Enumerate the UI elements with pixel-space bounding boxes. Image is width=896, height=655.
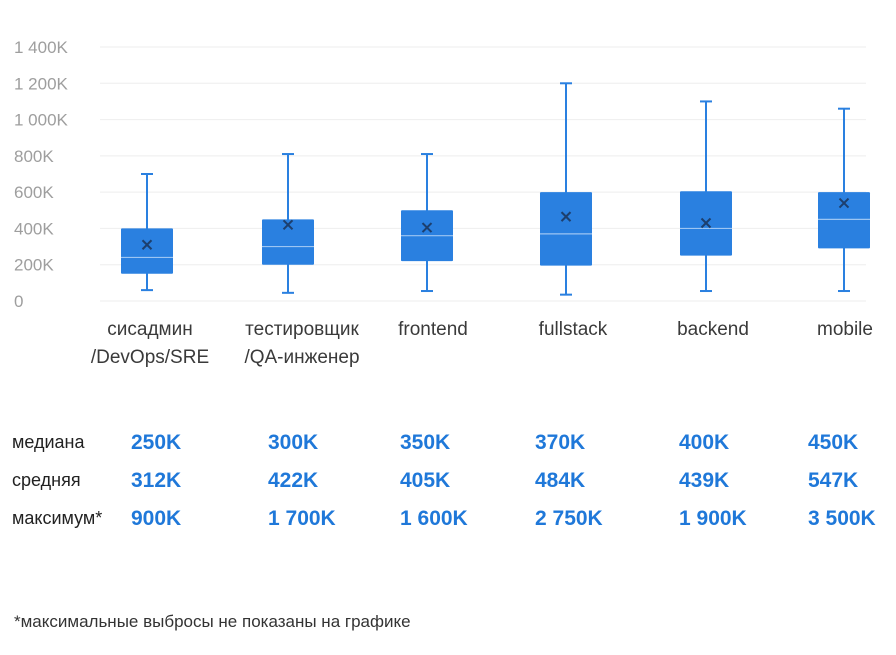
category-label-line: тестировщик (245, 319, 359, 340)
category-label-line: frontend (398, 319, 468, 340)
box-group (540, 82, 592, 296)
boxplot-chart: 0 200K 400K 600K 800K 1 000K 1 200K 1 400K сиса… (14, 38, 873, 368)
y-tick-label: 400K (14, 219, 54, 238)
box-group (262, 153, 314, 294)
category-label-line: /DevOps/SRE (91, 347, 209, 368)
mean-marker (421, 222, 433, 233)
box-group (818, 107, 870, 293)
mean-value: 422K (268, 469, 319, 492)
y-tick-label: 1 200K (14, 74, 69, 93)
box-series (121, 82, 870, 296)
y-tick-label: 200K (14, 256, 54, 275)
row-label-max: максимум* (12, 508, 103, 528)
y-tick-label: 600K (14, 183, 54, 202)
grid-lines (100, 46, 866, 302)
y-tick-label: 1 000K (14, 111, 69, 130)
iqr-box (540, 192, 592, 266)
median-value: 250K (131, 431, 182, 454)
mean-marker (700, 217, 712, 229)
mean-value: 547K (808, 469, 859, 492)
row-label-mean: средняя (12, 470, 81, 490)
iqr-box (818, 192, 870, 249)
max-value: 1 600K (400, 507, 468, 530)
footnote: *максимальные выбросы не показаны на гра… (14, 612, 411, 631)
median-value: 400K (679, 431, 730, 454)
box-group (401, 153, 453, 293)
max-value: 1 900K (679, 507, 747, 530)
y-axis-ticks: 0 200K 400K 600K 800K 1 000K 1 200K 1 400K (14, 38, 69, 311)
category-label: frontend (398, 319, 468, 340)
max-value: 900K (131, 507, 182, 530)
category-label-line: mobile (817, 319, 873, 340)
median-value: 370K (535, 431, 586, 454)
y-tick-label: 1 400K (14, 38, 69, 57)
box-group (121, 173, 173, 292)
category-label-line: backend (677, 319, 749, 340)
y-tick-label: 800K (14, 147, 54, 166)
category-label: сисадмин/DevOps/SRE (91, 319, 209, 368)
y-tick-label: 0 (14, 292, 23, 311)
iqr-box (262, 219, 314, 265)
mean-value: 312K (131, 469, 182, 492)
stats-table: медиана средняя максимум* 250K 312K 900K… (12, 431, 876, 530)
box-group (680, 100, 732, 293)
category-label: fullstack (539, 319, 608, 340)
category-label-line: fullstack (539, 319, 608, 340)
iqr-box (121, 228, 173, 274)
mean-value: 405K (400, 469, 451, 492)
mean-marker (282, 219, 294, 231)
mean-marker (141, 239, 153, 250)
mean-marker (560, 211, 572, 222)
max-value: 1 700K (268, 507, 336, 530)
category-label: mobile (817, 319, 873, 340)
row-label-median: медиана (12, 432, 85, 452)
max-value: 2 750K (535, 507, 603, 530)
category-label: тестировщик/QA-инженер (244, 319, 359, 368)
mean-value: 439K (679, 469, 730, 492)
category-label: backend (677, 319, 749, 340)
max-value: 3 500K (808, 507, 876, 530)
median-value: 450K (808, 431, 859, 454)
category-label-line: /QA-инженер (244, 347, 359, 368)
category-label-line: сисадмин (107, 319, 192, 340)
x-axis-categories: сисадмин/DevOps/SRE тестировщик/QA-инжене… (91, 319, 873, 368)
mean-marker (838, 197, 850, 209)
median-value: 350K (400, 431, 451, 454)
median-value: 300K (268, 431, 319, 454)
mean-value: 484K (535, 469, 586, 492)
